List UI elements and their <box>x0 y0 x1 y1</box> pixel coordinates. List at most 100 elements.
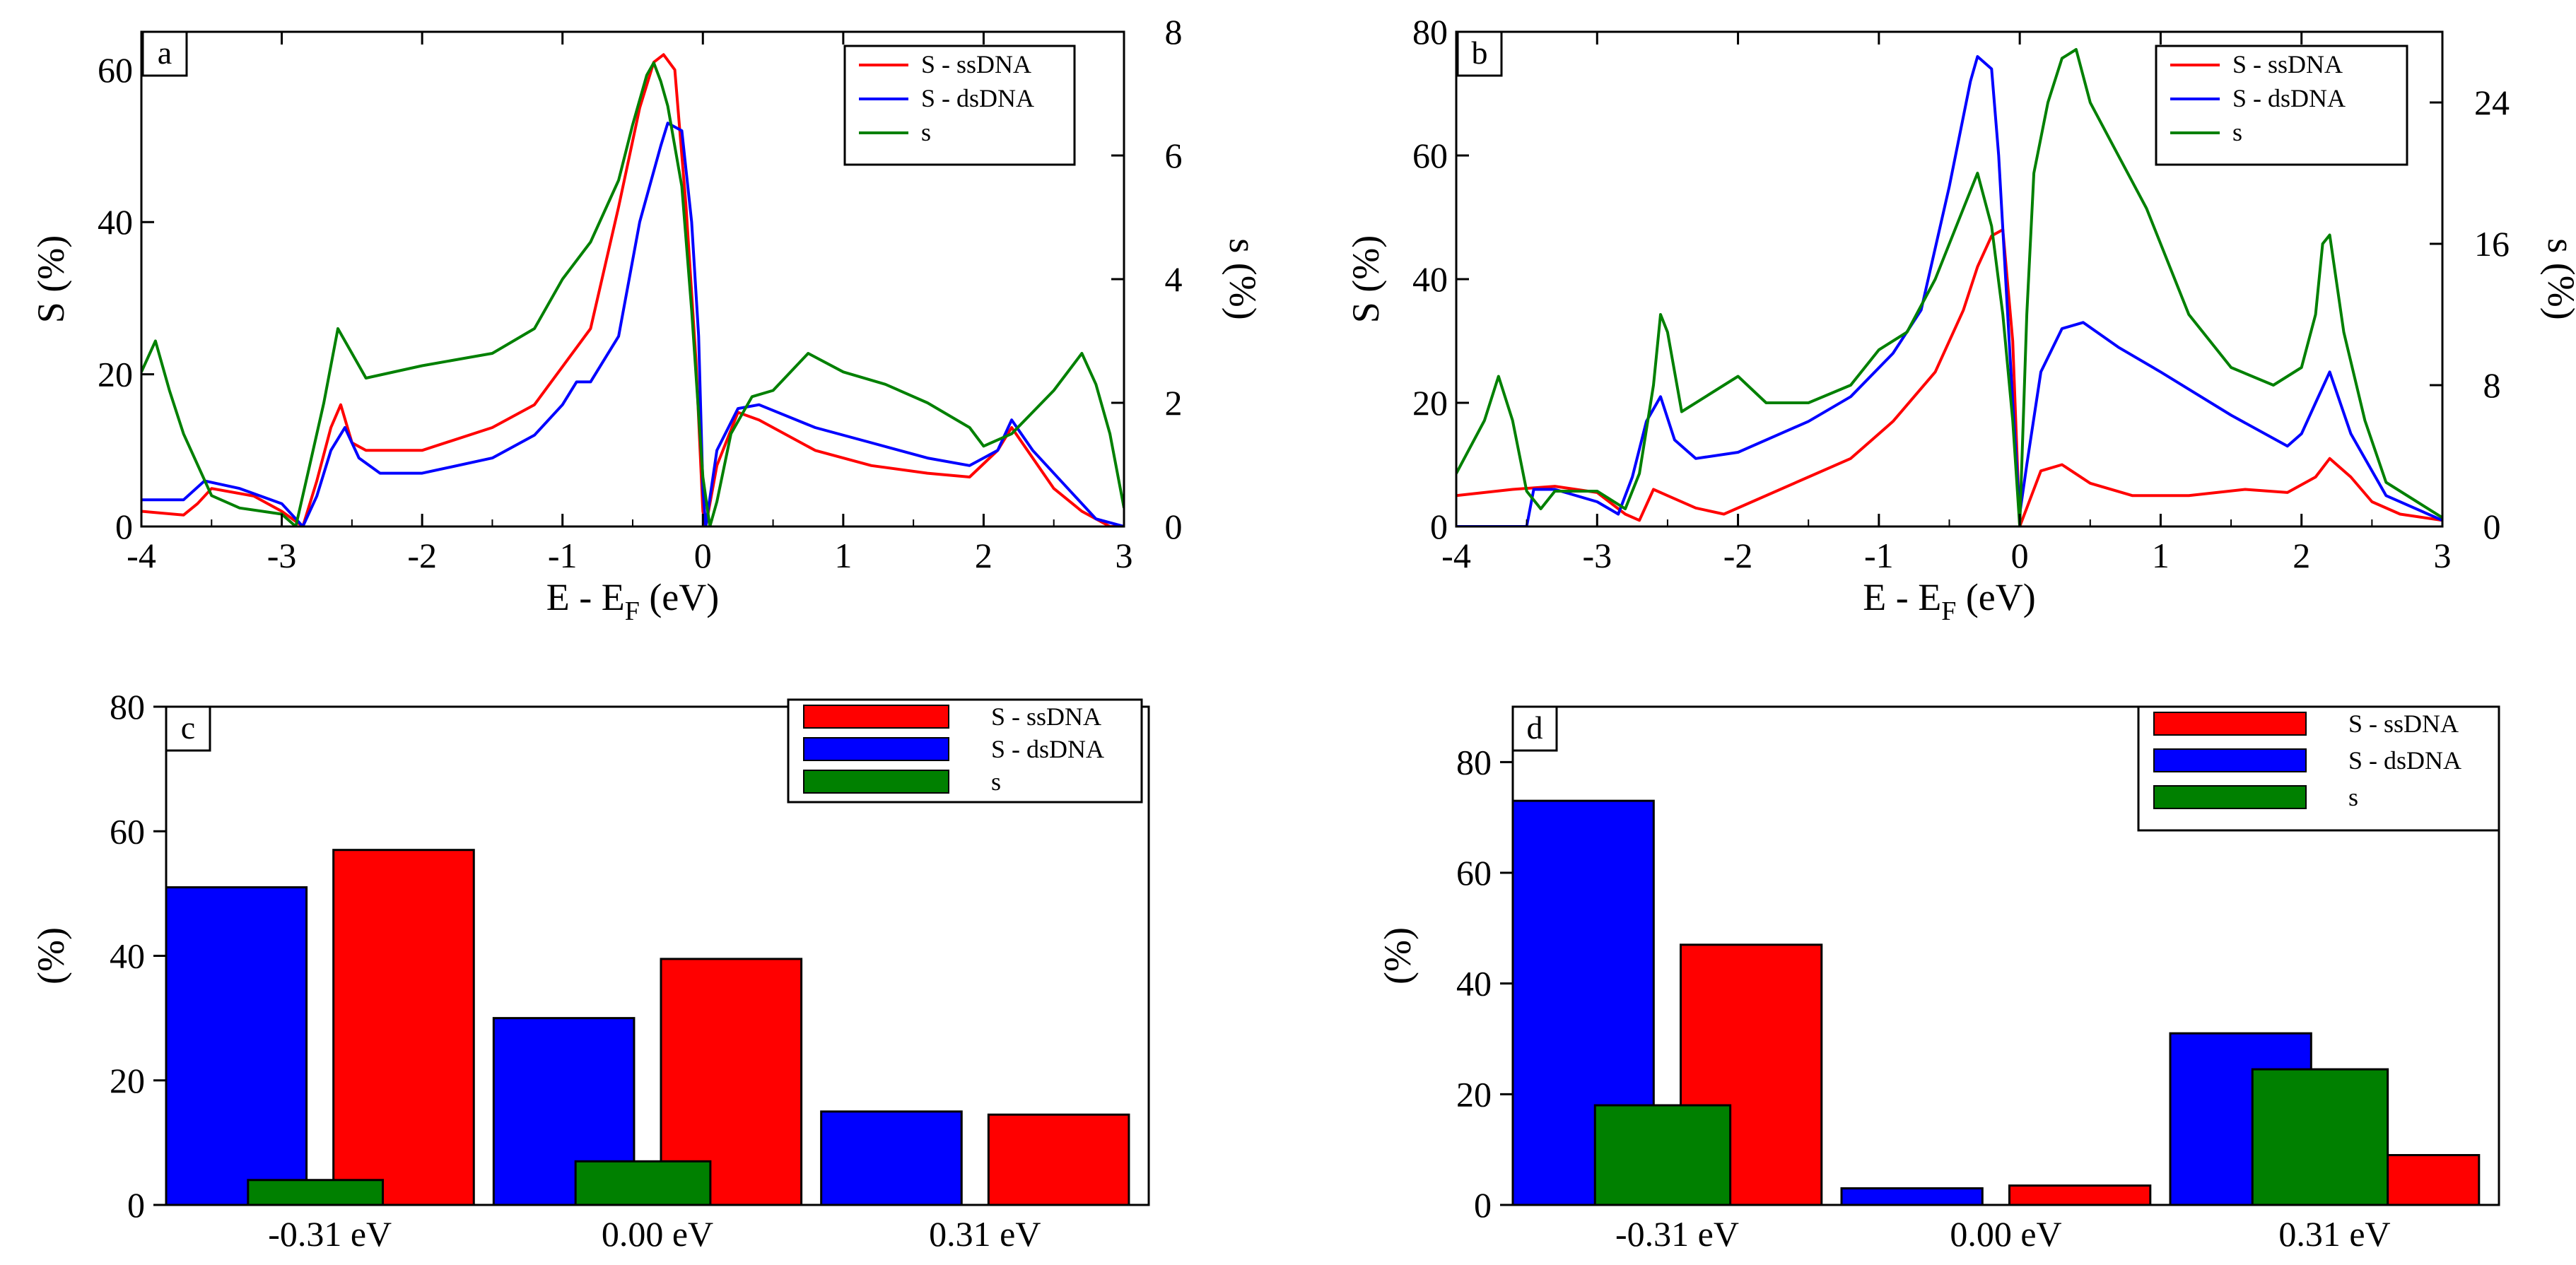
bar-s <box>574 1160 712 1206</box>
chart-panel-c: -0.31 eV 0.00 eV 0.31 eV 0 20 40 60 80 (%) c S - s… <box>30 687 1150 1254</box>
panel-letter-box <box>141 30 188 77</box>
legend: S - ssDNA S - dsDNA s <box>2155 45 2408 166</box>
panel-letter-box <box>165 705 211 752</box>
x-tick-label: 2 <box>2293 536 2310 575</box>
bar-s-ssdna <box>332 849 475 1206</box>
y-axis-label: S (%) <box>1345 235 1387 323</box>
x-tick-label: -1 <box>1864 536 1894 575</box>
y2-tick-label: 4 <box>1165 259 1183 299</box>
legend-swatch <box>803 770 949 794</box>
panel-letter: d <box>1527 710 1543 746</box>
y-tick-label: 20 <box>98 355 133 394</box>
y2-tick-label: 8 <box>2483 365 2501 405</box>
x-tick-label: -4 <box>127 536 156 575</box>
legend-label: S - dsDNA <box>921 84 1034 112</box>
bar-s-dsdna <box>1840 1187 1984 1206</box>
bar-s <box>1593 1104 1732 1206</box>
legend-label: S - ssDNA <box>991 702 1101 731</box>
legend-swatch <box>2153 748 2307 772</box>
legend-label: S - dsDNA <box>2348 746 2461 775</box>
x-tick-label: -1 <box>548 536 578 575</box>
y-tick-label: 20 <box>110 1061 145 1100</box>
series-line-s <box>141 61 1124 526</box>
y2-tick-label: 0 <box>1165 507 1183 546</box>
series-line-s <box>1456 48 2442 526</box>
legend-swatch <box>803 705 949 729</box>
x-tick-label: -3 <box>267 536 297 575</box>
x-tick-label: -2 <box>407 536 437 575</box>
x-tick-label: 2 <box>975 536 993 575</box>
y-tick-label: 60 <box>98 50 133 90</box>
x-axis-label-subscript: F <box>1941 596 1956 626</box>
legend: S - ssDNA S - dsDNA s <box>2137 705 2500 832</box>
bar-s-dsdna <box>165 886 308 1206</box>
y2-axis-label: s (%) <box>1222 238 1264 319</box>
y-tick-label: 80 <box>1412 12 1448 52</box>
y-tick-label: 20 <box>1456 1074 1492 1114</box>
y-tick-label: 0 <box>1430 507 1448 546</box>
bar-s <box>247 1179 385 1206</box>
y-tick-label: 0 <box>1474 1185 1492 1225</box>
x-axis-label-main: E - E <box>1863 576 1941 618</box>
y2-tick-label: 24 <box>2474 83 2510 122</box>
legend-label: s <box>991 767 1001 796</box>
x-axis-label-unit: (eV) <box>640 576 719 618</box>
x-axis-label: E - EF (eV) <box>1863 576 2036 626</box>
y2-axis-label: s (%) <box>2540 238 2576 319</box>
legend-label: S - dsDNA <box>2232 84 2346 112</box>
panel-letter: c <box>181 710 195 746</box>
series-line-s-dsdna <box>1456 55 2442 526</box>
legend-label: S - ssDNA <box>2348 710 2459 738</box>
x-tick-label: 1 <box>2152 536 2170 575</box>
y-tick-label: 60 <box>1412 136 1448 175</box>
x-axis-label-unit: (eV) <box>1956 576 2035 618</box>
bar-s <box>2251 1068 2389 1206</box>
legend-swatch <box>2153 712 2307 736</box>
panel-letter-box <box>1511 705 1558 752</box>
x-tick-label: -4 <box>1441 536 1471 575</box>
y-tick-label: 60 <box>1456 853 1492 893</box>
x-tick-label: -3 <box>1582 536 1612 575</box>
panel-letter: b <box>1472 35 1488 71</box>
x-tick-label: 1 <box>834 536 852 575</box>
legend: S - ssDNA S - dsDNA s <box>787 698 1143 804</box>
legend-label: S - dsDNA <box>991 735 1104 763</box>
category-label: -0.31 eV <box>268 1214 392 1254</box>
category-label: -0.31 eV <box>1615 1214 1739 1254</box>
x-axis-label-main: E - E <box>546 576 625 618</box>
y-tick-label: 40 <box>1456 964 1492 1004</box>
category-label: 0.00 eV <box>602 1214 713 1254</box>
bar-s-ssdna <box>987 1113 1130 1206</box>
series-line-s-dsdna <box>141 122 1124 526</box>
panel-letter: a <box>158 35 172 71</box>
x-axis-label: E - EF (eV) <box>546 576 720 626</box>
y-tick-label: 0 <box>115 507 133 546</box>
y-tick-label: 80 <box>1456 742 1492 782</box>
legend-label: s <box>921 118 931 146</box>
category-label: 0.31 eV <box>929 1214 1041 1254</box>
x-tick-label: 3 <box>2434 536 2452 575</box>
y2-tick-label: 16 <box>2474 224 2510 264</box>
y-tick-label: 0 <box>127 1185 145 1225</box>
y-tick-label: 60 <box>110 811 145 851</box>
legend-swatch <box>2153 785 2307 809</box>
x-tick-label: 3 <box>1116 536 1133 575</box>
y-tick-label: 40 <box>98 202 133 242</box>
category-label: 0.31 eV <box>2278 1214 2390 1254</box>
category-label: 0.00 eV <box>1950 1214 2061 1254</box>
y2-tick-label: 8 <box>1165 12 1183 52</box>
y-tick-label: 20 <box>1412 383 1448 423</box>
panel-letter-box <box>1456 30 1503 77</box>
legend-label: s <box>2348 783 2358 811</box>
y-axis-label: (%) <box>30 927 72 984</box>
bar-s-dsdna <box>820 1110 963 1206</box>
y-axis-label: S (%) <box>30 235 72 323</box>
x-tick-label: 0 <box>694 536 712 575</box>
legend-label: S - ssDNA <box>921 50 1031 78</box>
legend: S - ssDNA S - dsDNA s <box>843 45 1076 166</box>
y2-tick-label: 2 <box>1165 383 1183 423</box>
y-tick-label: 40 <box>1412 259 1448 299</box>
chart-panel-d: -0.31 eV 0.00 eV 0.31 eV 0 20 40 60 80 (%) d S - s… <box>1376 705 2500 1254</box>
